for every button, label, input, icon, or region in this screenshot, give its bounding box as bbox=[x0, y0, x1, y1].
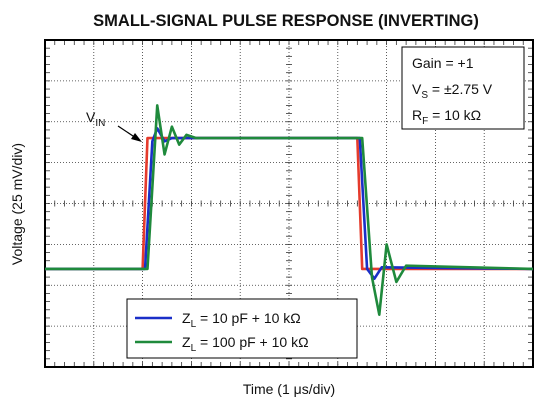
legend-label-part: = 100 pF + 10 kΩ bbox=[196, 334, 308, 350]
series-line bbox=[45, 104, 534, 316]
legend-label-part: L bbox=[191, 319, 197, 330]
chart-title: SMALL-SIGNAL PULSE RESPONSE (INVERTING) bbox=[93, 12, 479, 30]
annotation-text-part: = 10 kΩ bbox=[428, 107, 481, 123]
legend-label-part: L bbox=[191, 343, 197, 354]
legend-label: ZL = 10 pF + 10 kΩ bbox=[182, 310, 301, 330]
annotation-text-part: F bbox=[422, 116, 428, 127]
annotation-text-part: R bbox=[412, 107, 422, 123]
plot-frame bbox=[44, 39, 534, 368]
annotation-text: Gain = +1 bbox=[412, 55, 474, 71]
legend-label-part: Z bbox=[182, 310, 191, 326]
annotation-box bbox=[401, 46, 525, 130]
annotation-text-part: Gain = +1 bbox=[412, 55, 474, 71]
x-axis-label: Time (1 μs/div) bbox=[243, 381, 335, 397]
series-line bbox=[45, 126, 534, 281]
legend-label-part: Z bbox=[182, 334, 191, 350]
series-label-part: IN bbox=[95, 118, 105, 129]
annotation-text: RF = 10 kΩ bbox=[412, 107, 481, 127]
legend-label-part: = 10 pF + 10 kΩ bbox=[196, 310, 301, 326]
series-label-part: V bbox=[86, 109, 96, 125]
annotation-text-part: S bbox=[421, 90, 428, 101]
legend-box bbox=[126, 298, 358, 359]
annotation-text-part: V bbox=[412, 81, 422, 97]
annotation-text: VS = ±2.75 V bbox=[412, 81, 493, 101]
annotation-text-part: = ±2.75 V bbox=[428, 81, 493, 97]
series-label: VIN bbox=[86, 109, 105, 129]
y-axis-label: Voltage (25 mV/div) bbox=[9, 143, 25, 265]
legend-label: ZL = 100 pF + 10 kΩ bbox=[182, 334, 309, 354]
label-arrowhead bbox=[131, 133, 142, 142]
